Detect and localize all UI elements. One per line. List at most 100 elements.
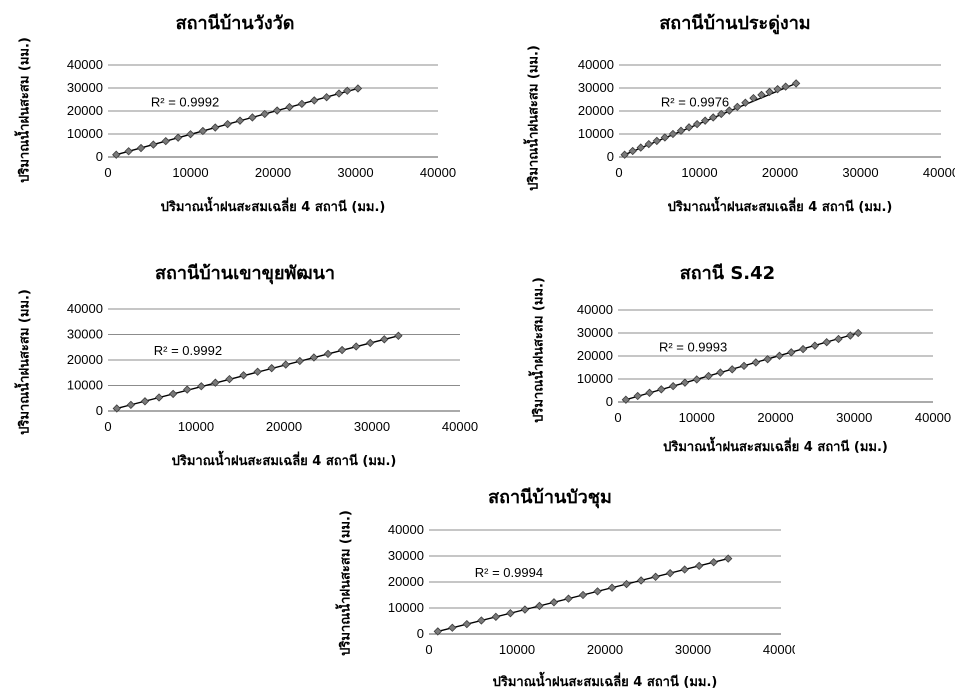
x-tick-label: 0 (425, 642, 432, 657)
y-tick-label: 40000 (578, 57, 614, 72)
data-point (149, 140, 158, 149)
data-point (322, 93, 331, 102)
chart-panel-2: สถานีบ้านประดู่งาม ปริมาณน้ำฝนสะสม (มม.)… (515, 0, 955, 225)
data-point (124, 147, 133, 156)
x-axis-label: ปริมาณน้ำฝนสะสมเฉลี่ย 4 สถานี (มม.) (663, 440, 888, 455)
data-point (520, 605, 530, 614)
y-tick-label: 20000 (67, 352, 103, 367)
data-point (733, 102, 742, 112)
x-tick-label: 40000 (763, 642, 795, 657)
data-point (724, 554, 733, 563)
x-tick-label: 10000 (178, 419, 214, 434)
data-point (657, 385, 666, 394)
scatter-plot: 0 10000 20000 30000 40000 0 10000 20000 30000 400… (67, 301, 478, 434)
data-point (692, 375, 701, 384)
y-tick-label: 10000 (67, 378, 103, 393)
scatter-plot: 0 10000 20000 30000 40000 0 10000 20000 30000 400… (388, 522, 795, 657)
data-point (223, 119, 232, 129)
data-point (709, 113, 718, 122)
data-point (343, 86, 352, 95)
data-point (668, 381, 678, 391)
x-tick-label: 10000 (679, 410, 715, 425)
data-point (260, 109, 269, 119)
data-point (709, 558, 718, 567)
data-point (281, 360, 290, 369)
y-tick-label: 20000 (67, 103, 103, 118)
y-tick-label: 0 (417, 626, 424, 641)
x-tick-label: 20000 (266, 419, 302, 434)
x-axis-label: ปริมาณน้ำฝนสะสมเฉลี่ย 4 สถานี (มม.) (160, 200, 386, 215)
data-point (112, 404, 121, 413)
y-tick-label: 30000 (577, 325, 613, 340)
y-tick-label: 20000 (578, 103, 614, 118)
y-tick-label: 10000 (577, 371, 613, 386)
data-point (183, 385, 192, 394)
data-point (728, 365, 737, 374)
data-point (272, 106, 282, 115)
y-tick-label: 30000 (388, 548, 424, 563)
data-point (694, 561, 704, 571)
chart-title: สถานีบ้านเขาขุยพัฒนา (154, 263, 336, 284)
y-tick-label: 0 (607, 149, 614, 164)
data-point (491, 612, 501, 622)
data-point (112, 150, 121, 159)
data-point (716, 368, 725, 377)
data-point (310, 96, 319, 105)
trendline (624, 82, 797, 156)
data-point (644, 139, 653, 149)
data-point (295, 356, 305, 366)
x-tick-label: 0 (615, 165, 622, 180)
x-axis-label: ปริมาณน้ำฝนสะสมเฉลี่ย 4 สถานี (มม.) (667, 200, 893, 215)
x-tick-label: 40000 (915, 410, 951, 425)
x-tick-label: 30000 (337, 165, 373, 180)
data-point (741, 98, 750, 107)
x-tick-label: 0 (104, 419, 111, 434)
data-point (448, 623, 457, 632)
data-point (717, 109, 726, 119)
data-point (267, 363, 276, 373)
y-tick-label: 20000 (388, 574, 424, 589)
r-squared-label: R² = 0.9994 (475, 565, 543, 580)
data-point (593, 587, 602, 596)
x-axis-label: ปริมาณน้ำฝนสะสมเฉลี่ย 4 สถานี (มม.) (492, 675, 718, 690)
data-point (578, 590, 588, 600)
data-point (285, 102, 294, 112)
x-tick-label: 20000 (255, 165, 291, 180)
data-point (781, 82, 790, 91)
data-point (692, 119, 702, 129)
data-point (620, 150, 629, 159)
x-tick-label: 10000 (681, 165, 717, 180)
data-point (652, 136, 662, 146)
data-point (636, 576, 646, 585)
data-point (253, 367, 262, 376)
data-point (136, 143, 146, 153)
chart-panel-3: สถานีบ้านเขาขุยพัฒนา ปริมาณน้ำฝนสะสม (มม… (0, 250, 490, 475)
scatter-plot: 0 10000 20000 30000 40000 0 10000 20000 30000 400… (577, 302, 951, 425)
data-point (773, 84, 782, 94)
data-point (725, 106, 734, 115)
data-point (668, 129, 678, 139)
y-tick-label: 10000 (578, 126, 614, 141)
data-point (749, 93, 758, 103)
data-point (154, 393, 164, 402)
data-point (700, 116, 710, 125)
data-point (676, 126, 686, 135)
x-axis-label: ปริมาณน้ำฝนสะสมเฉลี่ย 4 สถานี (มม.) (171, 454, 397, 469)
y-tick-label: 30000 (578, 80, 614, 95)
y-tick-label: 40000 (388, 522, 424, 537)
data-point (751, 358, 760, 367)
data-point (549, 598, 559, 607)
data-point (186, 130, 195, 139)
x-tick-label: 40000 (420, 165, 456, 180)
data-point (621, 395, 631, 404)
data-point (822, 338, 831, 347)
y-tick-label: 40000 (67, 57, 103, 72)
data-point (366, 338, 375, 348)
data-point (462, 619, 472, 629)
y-tick-label: 40000 (577, 302, 613, 317)
y-tick-label: 20000 (577, 348, 613, 363)
data-point (334, 89, 344, 98)
data-point (535, 601, 544, 611)
data-point (660, 133, 670, 142)
